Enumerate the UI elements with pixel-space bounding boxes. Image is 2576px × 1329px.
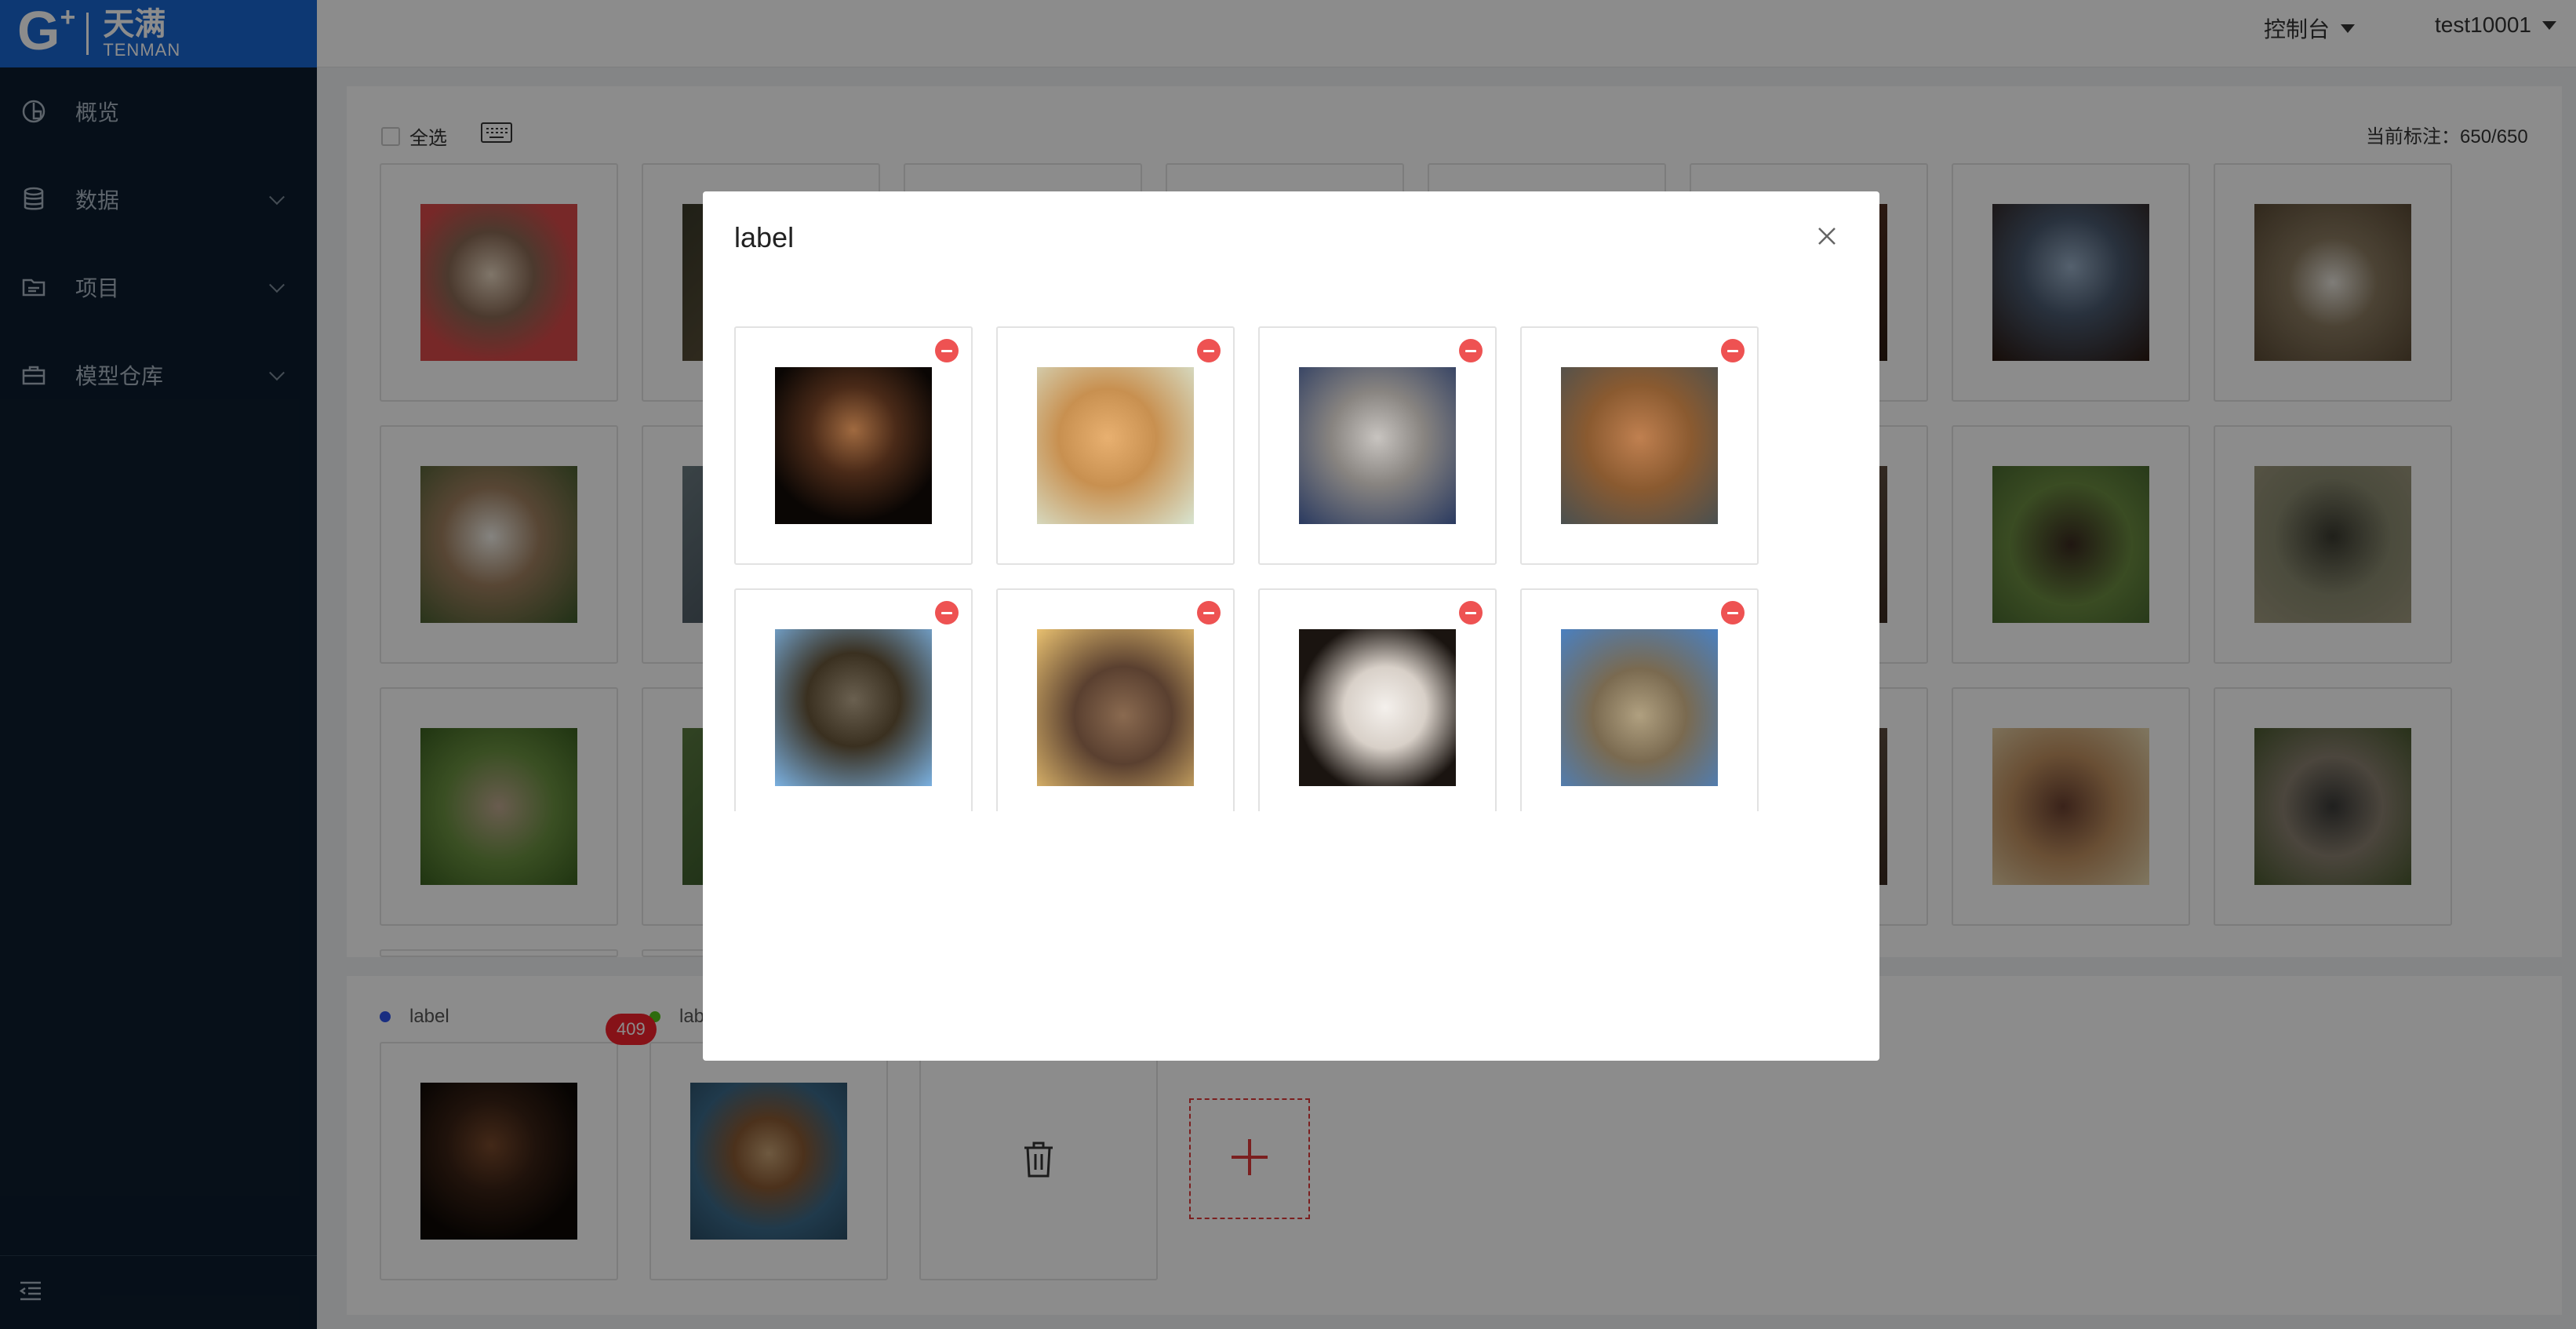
username: test10001 (2435, 13, 2531, 37)
briefcase-icon (20, 362, 47, 388)
image-thumbnail (420, 466, 577, 623)
image-thumbnail (2254, 466, 2411, 623)
modal-image-card[interactable] (996, 326, 1235, 565)
plus-icon (1228, 1136, 1271, 1182)
image-thumbnail (420, 728, 577, 885)
image-thumbnail (2254, 728, 2411, 885)
count-badge: 409 (606, 1014, 657, 1045)
label-color-dot (380, 1011, 391, 1022)
checkbox-box[interactable] (381, 126, 400, 146)
modal-image-card[interactable] (734, 326, 973, 565)
grid-image-card[interactable] (2214, 425, 2452, 664)
image-thumbnail (1992, 728, 2149, 885)
sidebar-item-label: 项目 (75, 276, 120, 300)
top-header: 控制台 test10001 (317, 0, 2576, 67)
image-thumbnail (420, 1083, 577, 1240)
grid-image-card[interactable] (380, 687, 618, 926)
sidebar-item-label: 概览 (75, 100, 120, 125)
label-images-modal: label (703, 191, 1879, 1061)
grid-image-card[interactable] (2214, 687, 2452, 926)
image-thumbnail (1992, 204, 2149, 361)
grid-image-card[interactable] (380, 949, 618, 957)
close-icon[interactable] (1815, 224, 1839, 248)
modal-image-card[interactable] (996, 588, 1235, 811)
delete-label-button[interactable] (919, 1042, 1158, 1280)
label-sample-card[interactable] (380, 1042, 618, 1280)
sidebar-item-label: 数据 (75, 188, 120, 213)
grid-image-card[interactable] (380, 425, 618, 664)
modal-image-card[interactable] (1520, 326, 1759, 565)
brand-name-en: TENMAN (103, 40, 181, 60)
remove-image-icon[interactable] (1721, 601, 1745, 624)
collapse-menu-icon (17, 1277, 44, 1308)
grid-image-card[interactable] (1952, 425, 2190, 664)
image-thumbnail (1299, 629, 1456, 786)
modal-image-list[interactable] (703, 323, 1879, 811)
image-thumbnail (1299, 367, 1456, 524)
sidebar-item-model-repo[interactable]: 模型仓库 (0, 331, 317, 419)
brand-mark: G+ (17, 0, 76, 61)
logo-divider (86, 13, 89, 55)
label-name: lab (679, 1006, 705, 1027)
label-name: label (409, 1006, 449, 1027)
folder-icon (20, 274, 47, 300)
remove-image-icon[interactable] (1721, 339, 1745, 362)
sidebar-menu: 概览 数据 项目 模型仓库 (0, 67, 317, 419)
caret-down-icon (2542, 20, 2556, 30)
modal-image-card[interactable] (1258, 326, 1497, 565)
remove-image-icon[interactable] (1459, 601, 1483, 624)
image-thumbnail (1037, 367, 1194, 524)
sidebar: G+ 天满 TENMAN 概览 数据 项目 (0, 0, 317, 1329)
database-icon (20, 186, 47, 213)
keyboard-icon[interactable] (480, 121, 513, 144)
dashboard-icon (20, 98, 47, 125)
remove-image-icon[interactable] (1459, 339, 1483, 362)
image-thumbnail (775, 629, 932, 786)
grid-image-card[interactable] (1952, 687, 2190, 926)
image-thumbnail (1561, 367, 1718, 524)
user-menu[interactable]: test10001 (2435, 13, 2556, 38)
annotation-counter: 当前标注：650/650 (2366, 126, 2528, 147)
caret-down-icon (2341, 24, 2356, 33)
image-thumbnail (420, 204, 577, 361)
image-thumbnail (1992, 466, 2149, 623)
trash-icon (1021, 1140, 1056, 1183)
image-thumbnail (2254, 204, 2411, 361)
select-all-label: 全选 (409, 128, 447, 149)
modal-image-card[interactable] (1520, 588, 1759, 811)
label-tag[interactable]: label (380, 1006, 449, 1028)
remove-image-icon[interactable] (935, 339, 959, 362)
grid-image-card[interactable] (380, 163, 618, 402)
sidebar-item-overview[interactable]: 概览 (0, 67, 317, 155)
modal-image-card[interactable] (1258, 588, 1497, 811)
image-thumbnail (690, 1083, 847, 1240)
modal-title: label (734, 221, 795, 253)
modal-image-card[interactable] (734, 588, 973, 811)
sidebar-collapse-button[interactable] (0, 1255, 317, 1329)
remove-image-icon[interactable] (935, 601, 959, 624)
sidebar-item-projects[interactable]: 项目 (0, 243, 317, 331)
grid-image-card[interactable] (2214, 163, 2452, 402)
grid-image-card[interactable] (1952, 163, 2190, 402)
remove-image-icon[interactable] (1197, 339, 1221, 362)
sidebar-item-data[interactable]: 数据 (0, 155, 317, 243)
image-thumbnail (775, 367, 932, 524)
remove-image-icon[interactable] (1197, 601, 1221, 624)
image-thumbnail (1037, 629, 1194, 786)
brand-logo[interactable]: G+ 天满 TENMAN (0, 0, 317, 67)
sidebar-item-label: 模型仓库 (75, 364, 164, 388)
brand-name-cn: 天满 (103, 7, 166, 42)
console-menu[interactable]: 控制台 (2264, 13, 2356, 44)
select-all-checkbox[interactable]: 全选 (381, 122, 447, 150)
label-sample-card[interactable] (649, 1042, 888, 1280)
console-label: 控制台 (2264, 17, 2330, 42)
image-thumbnail (1561, 629, 1718, 786)
add-label-button[interactable] (1189, 1098, 1310, 1219)
